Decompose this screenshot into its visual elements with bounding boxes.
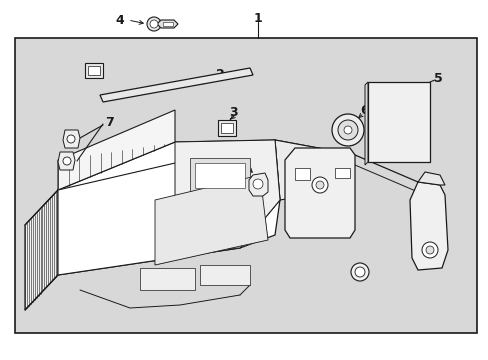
Polygon shape (25, 190, 58, 310)
Polygon shape (58, 140, 339, 275)
Bar (221, 123, 232, 133)
Text: 5: 5 (433, 72, 442, 85)
Text: 8: 8 (240, 158, 249, 171)
Bar (88, 66, 100, 75)
Bar (163, 22, 173, 26)
Bar (140, 268, 195, 290)
Bar (15, 38, 476, 333)
Circle shape (63, 157, 71, 165)
Circle shape (67, 135, 75, 143)
Circle shape (421, 242, 437, 258)
Polygon shape (367, 82, 429, 162)
Bar (334, 168, 349, 178)
Polygon shape (409, 182, 447, 270)
Circle shape (343, 126, 351, 134)
Polygon shape (248, 173, 267, 196)
Polygon shape (175, 140, 280, 250)
Bar (294, 168, 309, 180)
Text: 3: 3 (229, 105, 238, 118)
Circle shape (150, 20, 158, 28)
Text: 2: 2 (215, 68, 224, 81)
Circle shape (331, 114, 363, 146)
Polygon shape (58, 152, 75, 170)
Bar (218, 120, 236, 136)
Polygon shape (274, 140, 339, 200)
Circle shape (315, 181, 324, 189)
Circle shape (337, 120, 357, 140)
Bar (190, 158, 249, 193)
Polygon shape (63, 130, 80, 148)
Bar (85, 63, 103, 78)
Text: 1: 1 (253, 12, 262, 24)
Bar (200, 265, 249, 285)
Polygon shape (100, 68, 252, 102)
Polygon shape (285, 148, 354, 238)
Polygon shape (58, 140, 280, 275)
Text: 7: 7 (105, 116, 114, 129)
Circle shape (311, 177, 327, 193)
Text: 6: 6 (360, 104, 368, 117)
Polygon shape (157, 20, 178, 28)
Polygon shape (155, 175, 267, 265)
Polygon shape (417, 172, 444, 185)
Polygon shape (364, 82, 367, 165)
Circle shape (350, 263, 368, 281)
Circle shape (425, 246, 433, 254)
Circle shape (147, 17, 161, 31)
Text: 4: 4 (115, 13, 124, 27)
Polygon shape (58, 110, 175, 190)
Bar (195, 163, 244, 188)
Circle shape (354, 267, 364, 277)
Circle shape (252, 179, 263, 189)
